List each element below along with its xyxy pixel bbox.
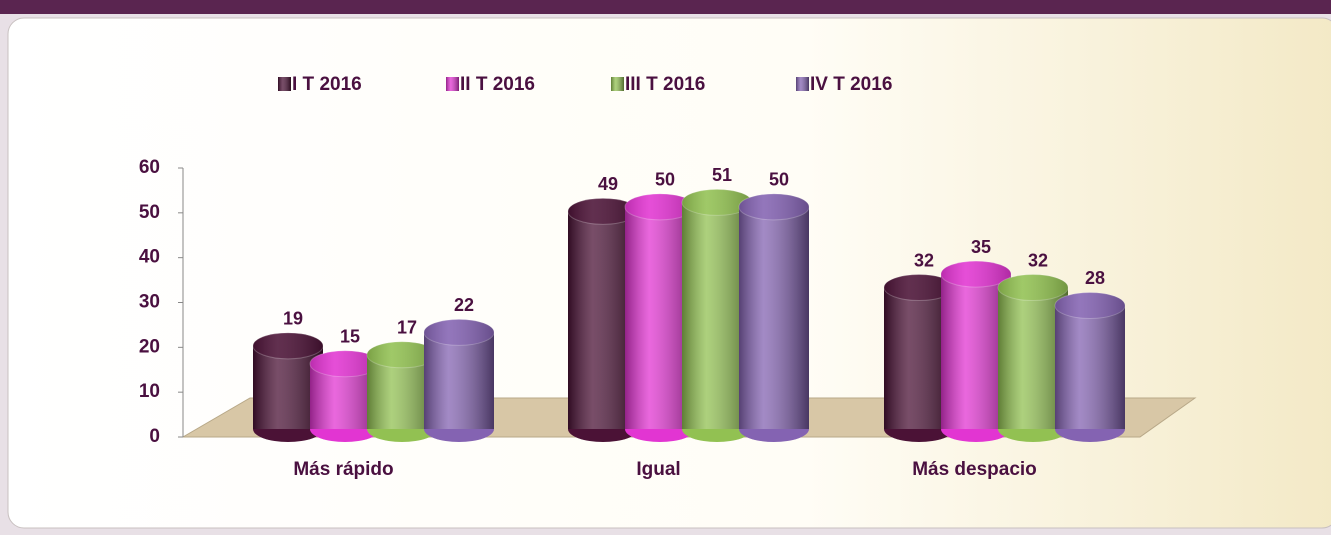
y-tick-label: 0 xyxy=(149,426,160,447)
legend-swatch-shade xyxy=(446,77,459,91)
value-label: 32 xyxy=(914,250,934,270)
legend-swatch-shade xyxy=(796,77,809,91)
value-label: 19 xyxy=(283,309,303,329)
x-tick-label: Más despacio xyxy=(912,459,1037,480)
value-label: 17 xyxy=(397,318,417,338)
cylinder-top-shade xyxy=(367,341,437,368)
value-label: 15 xyxy=(340,327,360,347)
value-label: 35 xyxy=(971,237,991,257)
x-tick-label: Igual xyxy=(636,459,680,480)
value-label: 49 xyxy=(598,174,618,194)
value-label: 32 xyxy=(1028,250,1048,270)
legend-swatch-shade xyxy=(278,77,291,91)
y-tick-label: 10 xyxy=(139,381,160,402)
value-label: 50 xyxy=(655,170,675,190)
cylinder-top-shade xyxy=(1055,292,1125,319)
cylinder-top-shade xyxy=(310,350,380,377)
y-tick-label: 40 xyxy=(139,247,160,268)
cylinder-top-shade xyxy=(625,193,695,220)
value-label: 51 xyxy=(712,165,732,185)
y-tick-label: 50 xyxy=(139,202,160,223)
x-tick-label: Más rápido xyxy=(293,459,393,480)
cylinder-top-shade xyxy=(884,274,954,301)
y-tick-label: 60 xyxy=(139,157,160,178)
cylinder-top-shade xyxy=(253,332,323,359)
value-label: 28 xyxy=(1085,268,1105,288)
cylinder-top-shade xyxy=(682,189,752,216)
cylinder-top-shade xyxy=(568,198,638,225)
top-bar xyxy=(0,0,1331,14)
legend-label: IV T 2016 xyxy=(810,74,892,95)
cylinder-top-shade xyxy=(424,319,494,346)
legend-label: II T 2016 xyxy=(460,74,535,95)
y-tick-label: 30 xyxy=(139,292,160,313)
cylinder-shade xyxy=(1055,305,1125,429)
cylinder-top-shade xyxy=(941,261,1011,288)
cylinder-shade xyxy=(739,206,809,429)
legend-label: III T 2016 xyxy=(625,74,705,95)
cylinder-shade xyxy=(424,332,494,429)
value-label: 22 xyxy=(454,295,474,315)
value-label: 50 xyxy=(769,170,789,190)
legend-swatch-shade xyxy=(611,77,624,91)
cylinder-top-shade xyxy=(739,193,809,220)
legend-label: I T 2016 xyxy=(292,74,362,95)
y-tick-label: 20 xyxy=(139,336,160,357)
cylinder-top-shade xyxy=(998,274,1068,301)
